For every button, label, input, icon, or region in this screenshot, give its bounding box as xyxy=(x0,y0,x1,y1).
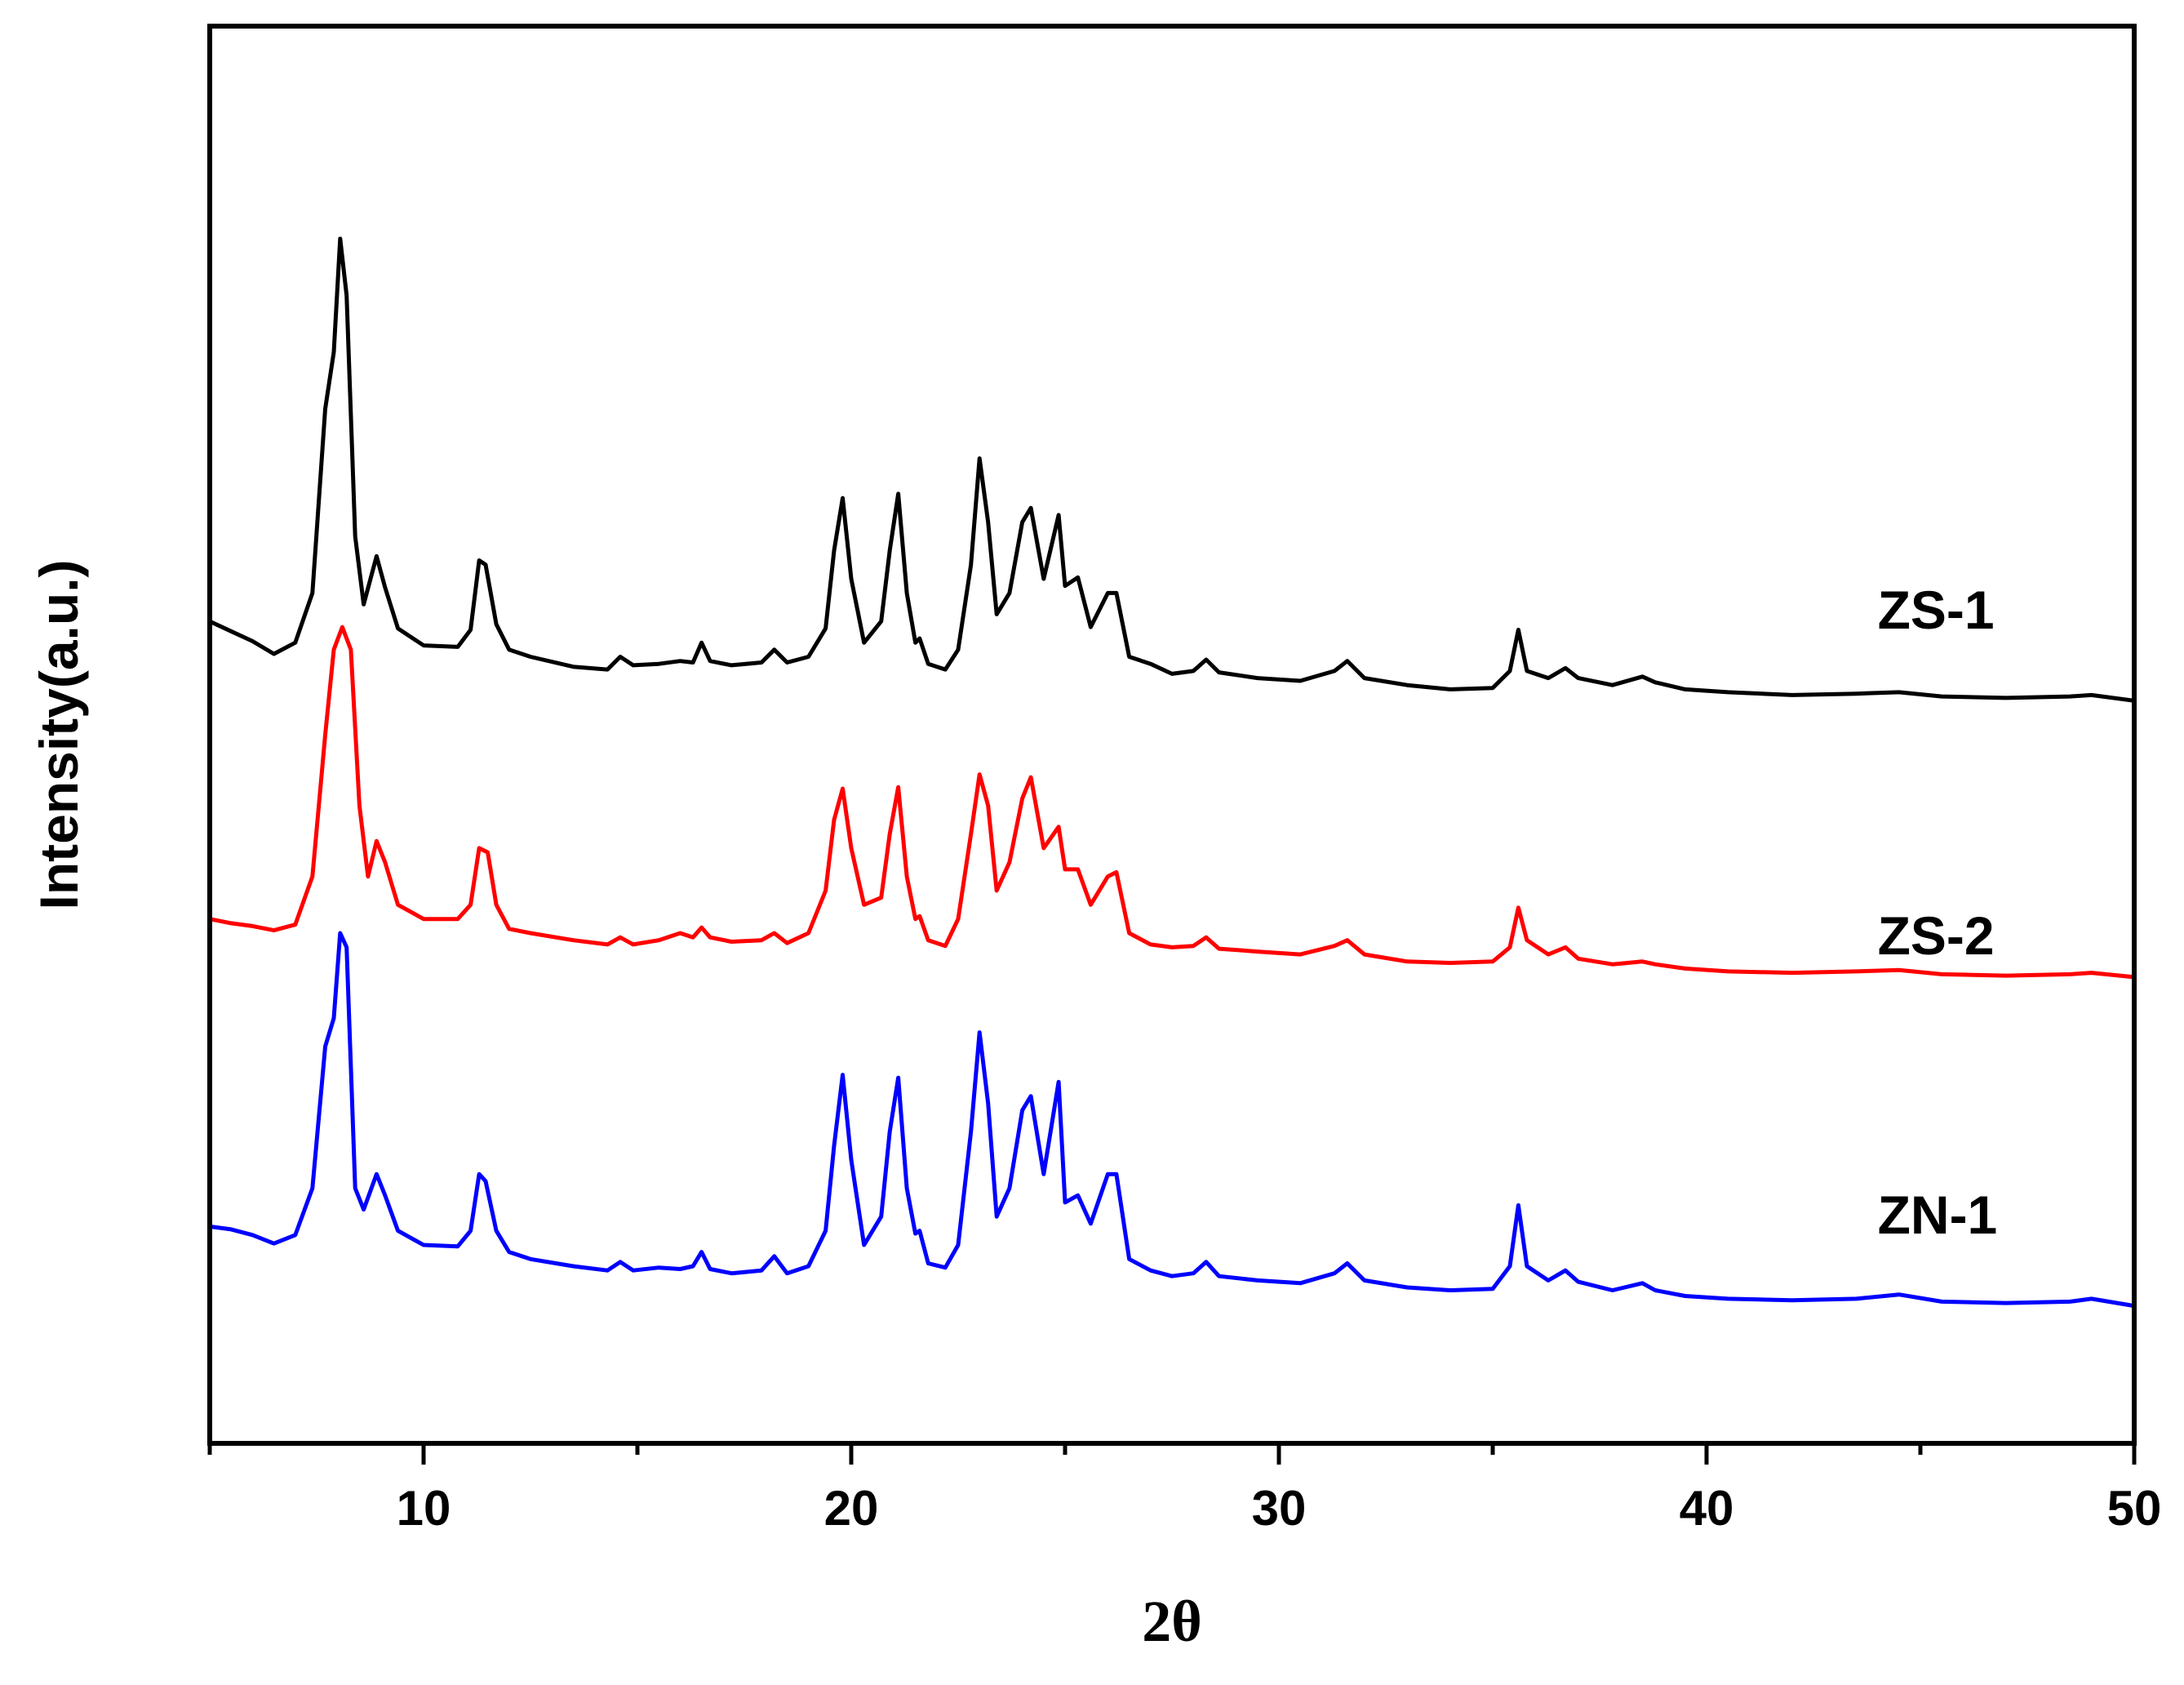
x-axis-title: 2θ xyxy=(1142,1589,1202,1654)
series-labels: ZS-1 ZS-2 ZN-1 xyxy=(1878,580,1998,1245)
y-axis-title: Intensity(a.u.) xyxy=(29,559,89,909)
x-tick-label: 50 xyxy=(2107,1481,2162,1536)
series-line-zs-2 xyxy=(209,625,2135,980)
x-tick-label: 30 xyxy=(1252,1481,1307,1536)
x-axis: 10 20 30 40 50 xyxy=(207,1443,2162,1536)
series-label-zs-2: ZS-2 xyxy=(1878,905,1995,966)
series-layer xyxy=(208,236,2135,1309)
series-line-zs-1 xyxy=(208,236,2135,703)
plot-frame xyxy=(207,24,2137,1446)
x-tick-label: 10 xyxy=(397,1481,451,1536)
x-tick-label: 20 xyxy=(824,1481,879,1536)
x-tick-label: 40 xyxy=(1680,1481,1734,1536)
series-label-zs-1: ZS-1 xyxy=(1878,580,1995,640)
series-label-zn-1: ZN-1 xyxy=(1878,1185,1998,1245)
series-line-zn-1 xyxy=(209,931,2135,1309)
